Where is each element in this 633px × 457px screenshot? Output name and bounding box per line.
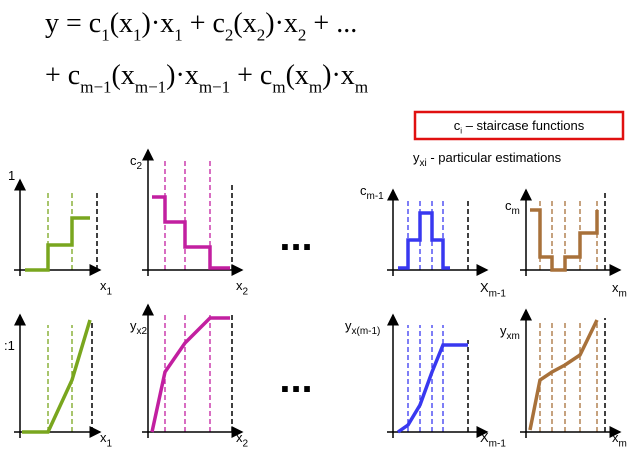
subscript: xm [507,331,520,342]
rich-text: ci – staircase functions [454,118,585,136]
rich-text: xm [612,430,627,450]
curve [150,316,230,433]
text-part: (x [110,8,133,39]
subscript: 1 [107,287,113,298]
rich-text: yx2 [130,318,148,337]
rich-text: cm-1 [360,183,384,202]
rich-text: cm [505,198,520,217]
rich-text: yx(m-1) [345,318,380,337]
text-part: (x [112,60,135,91]
rich-text: yxi - particular estimations [413,150,562,169]
rich-text: yxm [500,323,520,342]
subscript: xi [420,158,427,169]
curve [528,319,599,431]
subscript: m−1 [199,77,230,96]
text-part: - particular estimations [427,150,562,165]
subscript: 2 [243,439,249,450]
rich-text: + cm−1(xm−1)·xm−1 + cm(xm)·xm [45,60,368,96]
text-part: :1 [4,338,15,353]
subscript: m-1 [367,191,385,202]
rich-text: x2 [236,430,249,450]
subscript: m−1 [135,77,166,96]
text-part: + c [45,60,80,91]
subscript: 2 [137,161,143,172]
text-part: y [500,323,507,338]
subscript: 2 [298,25,307,44]
rich-text: :1 [4,338,15,353]
curve [530,208,599,272]
text-part: c [360,183,367,198]
text-part: c [454,118,461,133]
subscript: 1 [107,439,113,450]
text-part: c [130,153,137,168]
rich-text: c2 [130,153,143,172]
subscript: m−1 [80,77,111,96]
ellipsis: ... [279,215,312,259]
subscript: m [619,439,627,450]
rich-text: y = c1(x1)·x1 + c2(x2)·x2 + ... [45,8,357,44]
text-part: x [236,278,243,293]
rich-text: Xm-1 [480,280,506,300]
subscript: 2 [243,287,249,298]
text-part: y [130,318,137,333]
text-part: x [612,430,619,445]
rich-text: Xm-1 [480,430,506,450]
text-part: (x [233,8,256,39]
subscript: 1 [101,25,110,44]
curve [22,319,92,434]
subscript: m-1 [489,439,507,450]
text-part: )·x [265,8,298,39]
text-part: X [480,430,489,445]
text-part: X [480,280,489,295]
text-part: – staircase functions [462,118,585,133]
text-part: c [505,198,512,213]
text-part: + c [230,60,272,91]
subscript: m [309,77,322,96]
text-part: y [345,318,352,333]
ellipsis: ... [279,357,312,401]
rich-text: x2 [236,278,249,298]
subscript: m [272,77,285,96]
text-part: y [413,150,420,165]
subscript: m [512,206,520,217]
subscript: m-1 [489,289,507,300]
subscript: 1 [133,25,142,44]
subscript: 1 [174,25,183,44]
subscript: i [460,127,462,136]
text-part: y = c [45,8,101,39]
curve [25,216,90,272]
text-part: )·x [142,8,175,39]
text-part: 1 [8,168,15,183]
subscript: x(m-1) [352,326,381,337]
subscript: x2 [137,326,148,337]
subscript: m [355,77,368,96]
subscript: 2 [257,25,266,44]
curve [396,343,468,434]
text-part: x [100,278,107,293]
rich-text: xm [612,280,627,300]
rich-text: x1 [100,278,113,298]
text-part: )·x [322,60,355,91]
curve [398,211,450,270]
text-part: + c [183,8,225,39]
text-part: x [236,430,243,445]
text-part: + ... [306,8,357,39]
text-part: (x [286,60,309,91]
text-part: x [100,430,107,445]
rich-text: x1 [100,430,113,450]
subscript: m [619,289,627,300]
text-part: x [612,280,619,295]
rich-text: 1 [8,168,15,183]
legend-box [413,110,625,141]
subscript: 2 [225,25,234,44]
curve [152,195,230,270]
text-part: )·x [166,60,199,91]
